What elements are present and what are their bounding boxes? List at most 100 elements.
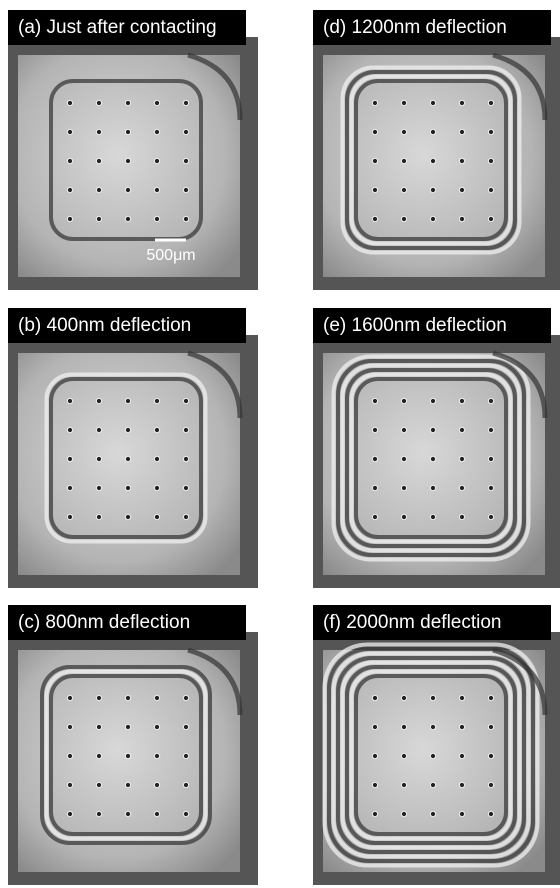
post (372, 158, 377, 163)
post (488, 427, 493, 432)
post (183, 514, 188, 519)
post (96, 811, 101, 816)
scale-bar-label: 500μm (146, 247, 195, 264)
panel: (d) 1200nm deflection (313, 10, 560, 290)
post (459, 187, 464, 192)
post (430, 695, 435, 700)
post (430, 456, 435, 461)
post (96, 485, 101, 490)
post (67, 187, 72, 192)
post (430, 398, 435, 403)
post (67, 695, 72, 700)
post (125, 695, 130, 700)
post (154, 187, 159, 192)
post (125, 158, 130, 163)
post (67, 158, 72, 163)
post (154, 456, 159, 461)
post (67, 514, 72, 519)
post (430, 724, 435, 729)
post (125, 724, 130, 729)
post (459, 782, 464, 787)
post (401, 398, 406, 403)
post (459, 216, 464, 221)
post (96, 782, 101, 787)
post (459, 811, 464, 816)
panels: (a) Just after contacting(b) 400nm defle… (8, 10, 560, 885)
post (154, 216, 159, 221)
post (183, 753, 188, 758)
post (125, 753, 130, 758)
post (183, 216, 188, 221)
post (125, 514, 130, 519)
post (372, 427, 377, 432)
post (459, 427, 464, 432)
post (401, 724, 406, 729)
post (488, 398, 493, 403)
post (96, 129, 101, 134)
post (67, 485, 72, 490)
post (372, 724, 377, 729)
post (183, 782, 188, 787)
post (488, 485, 493, 490)
post (67, 456, 72, 461)
post (459, 514, 464, 519)
post (488, 216, 493, 221)
post (401, 456, 406, 461)
post (183, 456, 188, 461)
panel: (b) 400nm deflection (8, 308, 258, 588)
post (459, 129, 464, 134)
post (125, 398, 130, 403)
post (430, 753, 435, 758)
post (67, 398, 72, 403)
post (459, 158, 464, 163)
post (67, 100, 72, 105)
post (401, 514, 406, 519)
post (372, 695, 377, 700)
post (372, 456, 377, 461)
panel-label: (f) 2000nm deflection (323, 612, 502, 633)
post (154, 129, 159, 134)
post (488, 456, 493, 461)
post (183, 427, 188, 432)
post (67, 216, 72, 221)
post (488, 514, 493, 519)
post (372, 753, 377, 758)
post (183, 129, 188, 134)
post (488, 129, 493, 134)
post (401, 187, 406, 192)
post (125, 216, 130, 221)
post (154, 753, 159, 758)
post (459, 456, 464, 461)
post (96, 158, 101, 163)
panel: (c) 800nm deflection (8, 605, 258, 885)
post (96, 187, 101, 192)
post (96, 398, 101, 403)
post (401, 753, 406, 758)
post (430, 811, 435, 816)
post (459, 695, 464, 700)
post (183, 485, 188, 490)
panel: (f) 2000nm deflection (313, 605, 560, 885)
post (430, 216, 435, 221)
post (125, 129, 130, 134)
post (154, 158, 159, 163)
post (154, 485, 159, 490)
post (183, 100, 188, 105)
panel: (e) 1600nm deflection (313, 308, 560, 588)
post (154, 724, 159, 729)
post (96, 216, 101, 221)
post (459, 753, 464, 758)
post (154, 514, 159, 519)
post (96, 100, 101, 105)
post (183, 695, 188, 700)
post (401, 129, 406, 134)
post (401, 100, 406, 105)
post (401, 485, 406, 490)
post (125, 187, 130, 192)
panel-label: (d) 1200nm deflection (323, 17, 507, 38)
post (183, 724, 188, 729)
post (372, 514, 377, 519)
post (67, 782, 72, 787)
post (96, 753, 101, 758)
post (125, 100, 130, 105)
